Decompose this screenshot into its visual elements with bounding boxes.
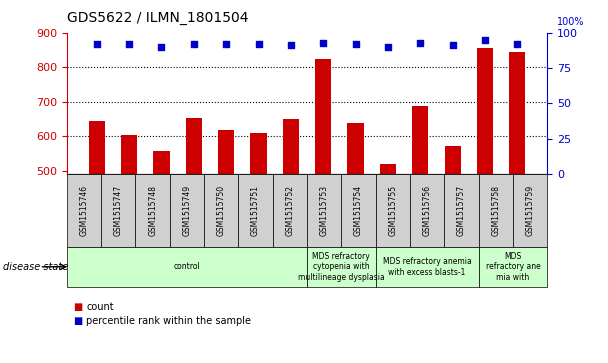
- Bar: [444, 146, 461, 174]
- Text: MDS
refractory ane
mia with: MDS refractory ane mia with: [486, 252, 541, 282]
- Bar: [121, 135, 137, 174]
- Bar: [250, 134, 267, 174]
- Text: MDS refractory anemia
with excess blasts-1: MDS refractory anemia with excess blasts…: [383, 257, 471, 277]
- Text: count: count: [86, 302, 114, 312]
- Point: [254, 41, 263, 47]
- Bar: [347, 123, 364, 174]
- Bar: [509, 52, 525, 174]
- Text: GSM1515758: GSM1515758: [491, 185, 500, 236]
- Point: [221, 41, 231, 47]
- Bar: [412, 106, 428, 174]
- Text: GSM1515746: GSM1515746: [80, 185, 89, 236]
- Text: 100%: 100%: [557, 17, 584, 27]
- Text: control: control: [174, 262, 200, 271]
- Text: disease state: disease state: [3, 262, 68, 272]
- Point: [447, 42, 457, 48]
- Text: GSM1515754: GSM1515754: [354, 185, 363, 236]
- Text: GSM1515750: GSM1515750: [217, 185, 226, 236]
- Text: GSM1515757: GSM1515757: [457, 185, 466, 236]
- Point: [513, 41, 522, 47]
- Bar: [186, 118, 202, 174]
- Point: [415, 40, 425, 45]
- Bar: [380, 164, 396, 174]
- Point: [383, 44, 393, 50]
- Bar: [315, 58, 331, 174]
- Point: [92, 41, 102, 47]
- Bar: [283, 119, 299, 174]
- Text: GSM1515753: GSM1515753: [320, 185, 329, 236]
- Bar: [477, 48, 493, 174]
- Bar: [218, 130, 234, 174]
- Text: GSM1515756: GSM1515756: [423, 185, 432, 236]
- Text: GSM1515747: GSM1515747: [114, 185, 123, 236]
- Bar: [153, 151, 170, 174]
- Text: ■: ■: [73, 302, 82, 312]
- Point: [189, 41, 199, 47]
- Text: GDS5622 / ILMN_1801504: GDS5622 / ILMN_1801504: [67, 11, 249, 25]
- Point: [124, 41, 134, 47]
- Text: GSM1515759: GSM1515759: [525, 185, 534, 236]
- Text: ■: ■: [73, 316, 82, 326]
- Text: GSM1515748: GSM1515748: [148, 185, 157, 236]
- Point: [480, 37, 490, 43]
- Text: GSM1515751: GSM1515751: [251, 185, 260, 236]
- Text: MDS refractory
cytopenia with
multilineage dysplasia: MDS refractory cytopenia with multilinea…: [298, 252, 385, 282]
- Point: [351, 41, 361, 47]
- Text: GSM1515755: GSM1515755: [389, 185, 397, 236]
- Bar: [89, 121, 105, 174]
- Text: percentile rank within the sample: percentile rank within the sample: [86, 316, 251, 326]
- Point: [157, 44, 167, 50]
- Text: GSM1515749: GSM1515749: [182, 185, 192, 236]
- Point: [286, 42, 295, 48]
- Point: [319, 40, 328, 45]
- Text: GSM1515752: GSM1515752: [285, 185, 294, 236]
